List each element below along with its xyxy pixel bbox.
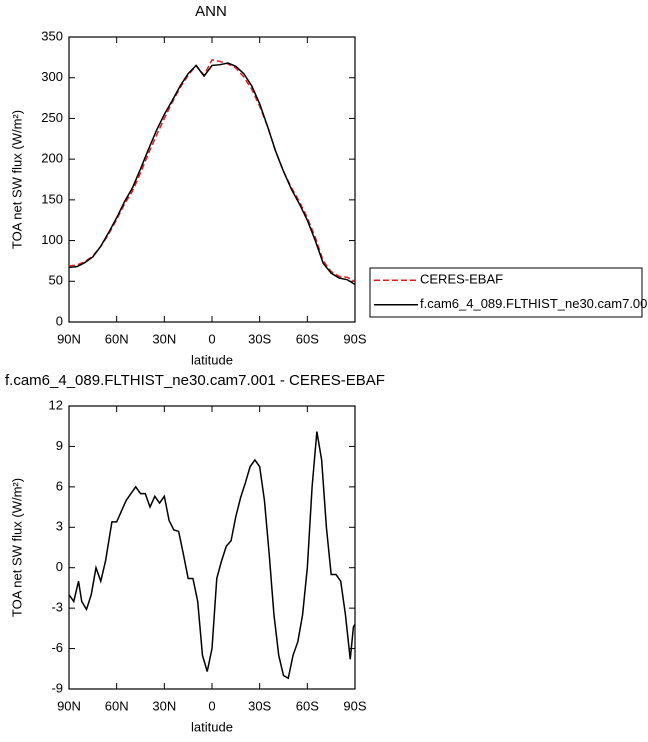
x-tick-label: 60S bbox=[296, 331, 319, 346]
x-tick-label: 90S bbox=[343, 331, 366, 346]
x-tick-label: 0 bbox=[208, 698, 215, 713]
x-tick-label: 30S bbox=[248, 698, 271, 713]
y-tick-label: 0 bbox=[56, 313, 63, 328]
y-tick-label: 12 bbox=[49, 397, 63, 412]
y-tick-label: -3 bbox=[51, 600, 63, 615]
y-axis-label: TOA net SW flux (W/m²) bbox=[9, 110, 24, 249]
y-tick-label: 9 bbox=[56, 438, 63, 453]
x-tick-label: 60N bbox=[105, 331, 129, 346]
y-tick-label: -6 bbox=[51, 640, 63, 655]
legend-label: CERES-EBAF bbox=[420, 272, 503, 287]
x-tick-label: 0 bbox=[208, 331, 215, 346]
x-tick-label: 30S bbox=[248, 331, 271, 346]
y-tick-label: 100 bbox=[41, 232, 63, 247]
x-tick-label: 30N bbox=[152, 331, 176, 346]
x-tick-label: 60N bbox=[105, 698, 129, 713]
x-tick-label: 90S bbox=[343, 698, 366, 713]
y-tick-label: 350 bbox=[41, 28, 63, 43]
y-tick-label: 50 bbox=[49, 273, 63, 288]
y-tick-label: 250 bbox=[41, 110, 63, 125]
x-axis-label: latitude bbox=[191, 352, 233, 367]
chart-title: ANN bbox=[195, 3, 227, 20]
y-tick-label: 0 bbox=[56, 559, 63, 574]
chart-title: f.cam6_4_089.FLTHIST_ne30.cam7.001 - CER… bbox=[5, 372, 385, 389]
x-tick-label: 30N bbox=[152, 698, 176, 713]
y-tick-label: -9 bbox=[51, 680, 63, 695]
x-tick-label: 60S bbox=[296, 698, 319, 713]
y-tick-label: 6 bbox=[56, 478, 63, 493]
x-tick-label: 90N bbox=[57, 331, 81, 346]
data-line bbox=[68, 431, 356, 680]
series-line bbox=[68, 58, 356, 282]
series-line bbox=[68, 62, 356, 286]
legend-box bbox=[369, 267, 643, 318]
y-axis-label: TOA net SW flux (W/m²) bbox=[9, 478, 24, 617]
x-tick-label: 90N bbox=[57, 698, 81, 713]
y-tick-label: 3 bbox=[56, 519, 63, 534]
y-tick-label: 150 bbox=[41, 191, 63, 206]
y-tick-label: 300 bbox=[41, 69, 63, 84]
x-axis-label: latitude bbox=[191, 719, 233, 734]
legend-label: f.cam6_4_089.FLTHIST_ne30.cam7.001 bbox=[420, 296, 648, 311]
plot-frame bbox=[68, 36, 356, 323]
y-tick-label: 200 bbox=[41, 151, 63, 166]
